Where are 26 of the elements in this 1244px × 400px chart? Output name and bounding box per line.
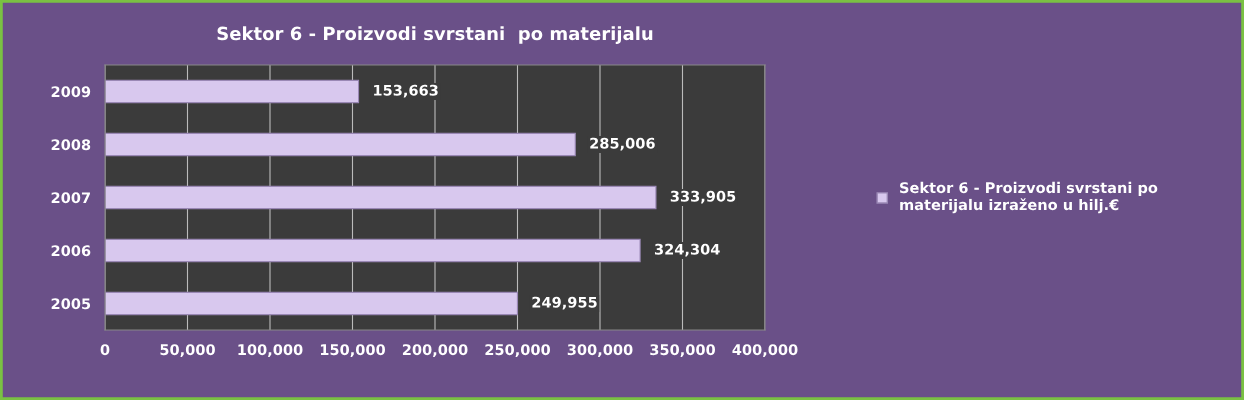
y-tick-label: 2007 bbox=[51, 192, 90, 204]
x-tick-label: 250,000 bbox=[485, 344, 551, 358]
x-tick-label: 100,000 bbox=[238, 344, 303, 358]
x-tick-label: 0 bbox=[100, 344, 110, 356]
bar bbox=[105, 238, 641, 263]
y-tick-label: 2008 bbox=[51, 139, 91, 151]
text: 153,663 bbox=[374, 84, 438, 98]
text: 333,905 bbox=[670, 190, 736, 204]
text: 324,304 bbox=[654, 243, 720, 257]
text: 249,955 bbox=[532, 296, 597, 310]
bar bbox=[105, 185, 657, 210]
bar bbox=[105, 291, 518, 316]
x-tick-label: 50,000 bbox=[160, 344, 215, 358]
x-tick-label: 300,000 bbox=[567, 344, 633, 358]
legend-label: Sektor 6 - Proizvodi svrstani po materijalu izraženo u hilj.€ bbox=[900, 181, 1158, 214]
y-tick-label: 2005 bbox=[51, 298, 91, 310]
bar bbox=[105, 79, 360, 104]
x-tick-label: 150,000 bbox=[320, 344, 386, 358]
text: 285,006 bbox=[590, 137, 655, 151]
x-tick-label: 350,000 bbox=[650, 344, 716, 358]
y-tick-label: 2006 bbox=[51, 245, 91, 257]
bar bbox=[105, 132, 576, 157]
x-tick-label: 200,000 bbox=[402, 344, 468, 358]
x-tick-label: 400,000 bbox=[732, 344, 798, 358]
chart-title: Sektor 6 - Proizvodi svrstani po materijalu bbox=[217, 26, 653, 44]
y-tick-label: 2009 bbox=[51, 86, 91, 98]
